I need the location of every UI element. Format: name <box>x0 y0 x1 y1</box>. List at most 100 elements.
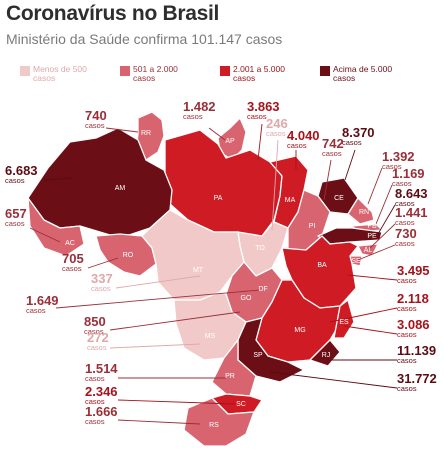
state-abbr-pe: PE <box>367 233 377 240</box>
state-abbr-df: DF <box>258 286 267 293</box>
case-count-ap: 1.482 <box>183 99 216 114</box>
leader-line-se <box>357 244 396 261</box>
case-count-mt: 337 <box>91 271 113 286</box>
case-count-rj: 11.139 <box>397 343 436 358</box>
leader-line-es <box>343 325 398 335</box>
leader-line-pb <box>375 184 393 225</box>
leader-line-sc <box>117 399 236 405</box>
state-abbr-ma: MA <box>285 197 296 204</box>
case-unit-se: casos <box>395 239 415 248</box>
leader-line-go <box>109 311 241 331</box>
state-abbr-pr: PR <box>225 373 235 380</box>
legend-swatch-low <box>20 66 30 76</box>
legend-label-high: 2.001 a 5.000 casos <box>233 64 285 83</box>
leader-line-pe <box>377 204 396 235</box>
case-count-es: 3.086 <box>397 317 430 332</box>
state-abbr-ce: CE <box>334 195 344 202</box>
leader-line-ap <box>208 127 226 141</box>
state-abbr-ro: RO <box>123 252 134 259</box>
case-unit-go: casos <box>84 327 104 336</box>
case-unit-pi: casos <box>322 149 342 158</box>
state-abbr-to: TO <box>255 245 265 252</box>
case-unit-ma: casos <box>287 141 307 150</box>
leader-line-sp <box>269 371 398 389</box>
case-count-ms: 272 <box>87 330 109 345</box>
case-unit-am: casos <box>5 176 25 185</box>
case-count-ma: 4.040 <box>287 128 320 143</box>
case-unit-ap: casos <box>183 112 203 121</box>
state-abbr-sp: SP <box>253 352 263 359</box>
case-count-df: 1.649 <box>26 293 59 308</box>
case-count-sp: 31.772 <box>397 371 437 386</box>
case-count-se: 730 <box>395 226 417 241</box>
state-abbr-rs: RS <box>209 422 219 429</box>
case-unit-ba: casos <box>397 276 417 285</box>
case-count-ce: 8.370 <box>342 125 375 140</box>
case-unit-pe: casos <box>395 199 415 208</box>
case-unit-pb: casos <box>392 179 412 188</box>
case-unit-pa: casos <box>247 112 267 121</box>
case-unit-sc: casos <box>85 397 105 406</box>
case-count-rn: 1.392 <box>382 149 415 164</box>
case-count-ro: 705 <box>62 251 84 266</box>
state-abbr-pb: PB <box>367 223 377 230</box>
state-abbr-am: AM <box>115 185 126 192</box>
state-abbr-ac: AC <box>65 240 75 247</box>
leader-line-ba <box>347 274 398 281</box>
legend-swatch-medium <box>120 66 130 76</box>
case-unit-ce: casos <box>342 138 362 147</box>
legend-label-low: Menos de 500 casos <box>33 64 87 83</box>
state-abbr-mt: MT <box>193 267 204 274</box>
legend-label-medium: 501 a 2.000 casos <box>133 64 178 83</box>
case-count-mg: 2.118 <box>397 291 429 306</box>
case-unit-rj: casos <box>397 356 417 365</box>
leader-line-mg <box>329 307 398 323</box>
state-abbr-pi: PI <box>309 223 316 230</box>
leader-line-rr <box>105 127 139 133</box>
leader-line-ms <box>109 343 201 349</box>
state-abbr-pa: PA <box>214 195 223 202</box>
state-abbr-mg: MG <box>294 327 305 334</box>
case-count-pi: 742 <box>322 136 344 151</box>
leader-line-pi <box>323 159 332 201</box>
case-unit-es: casos <box>397 330 417 339</box>
case-count-pr: 1.514 <box>85 361 118 376</box>
case-unit-mg: casos <box>397 304 417 313</box>
state-pr <box>211 339 257 397</box>
legend-swatch-very-high <box>320 66 330 76</box>
page-subtitle: Ministério da Saúde confirma 101.147 cas… <box>6 31 283 47</box>
leader-line-mt <box>115 275 201 289</box>
leader-line-pa <box>257 123 263 161</box>
case-unit-rn: casos <box>382 162 402 171</box>
state-abbr-es: ES <box>339 319 349 326</box>
case-unit-rs: casos <box>85 417 105 426</box>
state-abbr-ba: BA <box>317 262 327 269</box>
case-unit-mt: casos <box>91 284 111 293</box>
case-unit-to: casos <box>266 129 286 138</box>
leader-line-df <box>55 289 261 309</box>
case-count-to: 246 <box>266 116 288 131</box>
leader-line-ro <box>87 257 119 269</box>
case-unit-ro: casos <box>62 264 82 273</box>
state-rj <box>309 339 341 367</box>
case-unit-ms: casos <box>87 343 107 352</box>
leader-line-to <box>271 139 279 231</box>
case-count-rs: 1.666 <box>85 404 118 419</box>
case-count-sc: 2.346 <box>85 384 118 399</box>
case-count-ac: 657 <box>5 206 27 221</box>
leader-line-ac <box>29 227 61 243</box>
state-abbr-sc: SC <box>236 401 246 408</box>
case-unit-sp: casos <box>397 384 417 393</box>
page-title: Coronavírus no Brasil <box>6 2 220 25</box>
legend-swatch-high <box>220 66 230 76</box>
case-unit-df: casos <box>26 306 46 315</box>
case-count-ba: 3.495 <box>397 263 430 278</box>
state-abbr-rr: RR <box>141 130 151 137</box>
case-count-pe: 8.643 <box>395 186 428 201</box>
legend-item-very-high: Acima de 5.000 casos <box>320 65 395 83</box>
leader-line-rn <box>367 167 383 205</box>
state-ac <box>27 197 85 257</box>
legend-label-very-high: Acima de 5.000 casos <box>333 64 393 83</box>
